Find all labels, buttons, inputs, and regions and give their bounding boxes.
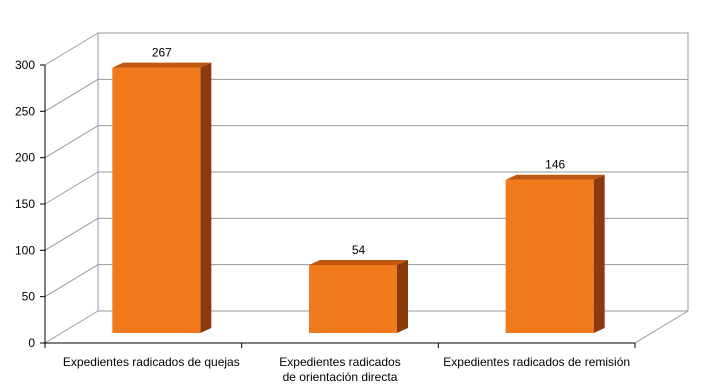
y-tick-label: 50: [22, 290, 36, 304]
y-tick-label: 300: [15, 58, 35, 72]
gridline-side: [44, 264, 99, 298]
x-tick-label: Expedientes radicados de remisión: [443, 355, 630, 369]
gridline-side: [44, 217, 99, 251]
y-tick-label: 150: [15, 197, 35, 211]
bar: [112, 67, 201, 333]
bar: [309, 264, 397, 333]
data-label: 54: [352, 243, 366, 257]
y-tick-label: 0: [28, 336, 35, 350]
x-tick-label: Expedientes radicados de orientación dire…: [279, 355, 400, 384]
bar: [505, 179, 594, 333]
bar-side: [593, 174, 605, 333]
y-tick-label: 200: [15, 151, 35, 165]
gridline-side: [44, 310, 99, 344]
bar-side: [200, 62, 212, 333]
data-label: 267: [152, 46, 172, 60]
y-tick-label: 100: [15, 243, 35, 257]
data-label: 146: [545, 158, 565, 172]
gridline-side: [44, 32, 99, 66]
x-tick-label-line: Expedientes radicados de remisión: [443, 355, 630, 369]
bar-top: [112, 62, 212, 68]
bar-side: [397, 259, 408, 333]
y-tick-label: 250: [15, 104, 35, 118]
gridline-side: [44, 125, 99, 159]
gridline-side: [44, 171, 99, 205]
x-tick-label-line: Expedientes radicados: [279, 355, 400, 369]
bar-top: [309, 259, 408, 265]
bar-top: [505, 174, 605, 180]
x-tick-label-line: Expedientes radicados de quejas: [63, 355, 240, 369]
x-tick-label-line: de orientación directa: [283, 370, 398, 384]
x-tick-label: Expedientes radicados de quejas: [63, 355, 240, 369]
gridline-side: [44, 78, 99, 112]
